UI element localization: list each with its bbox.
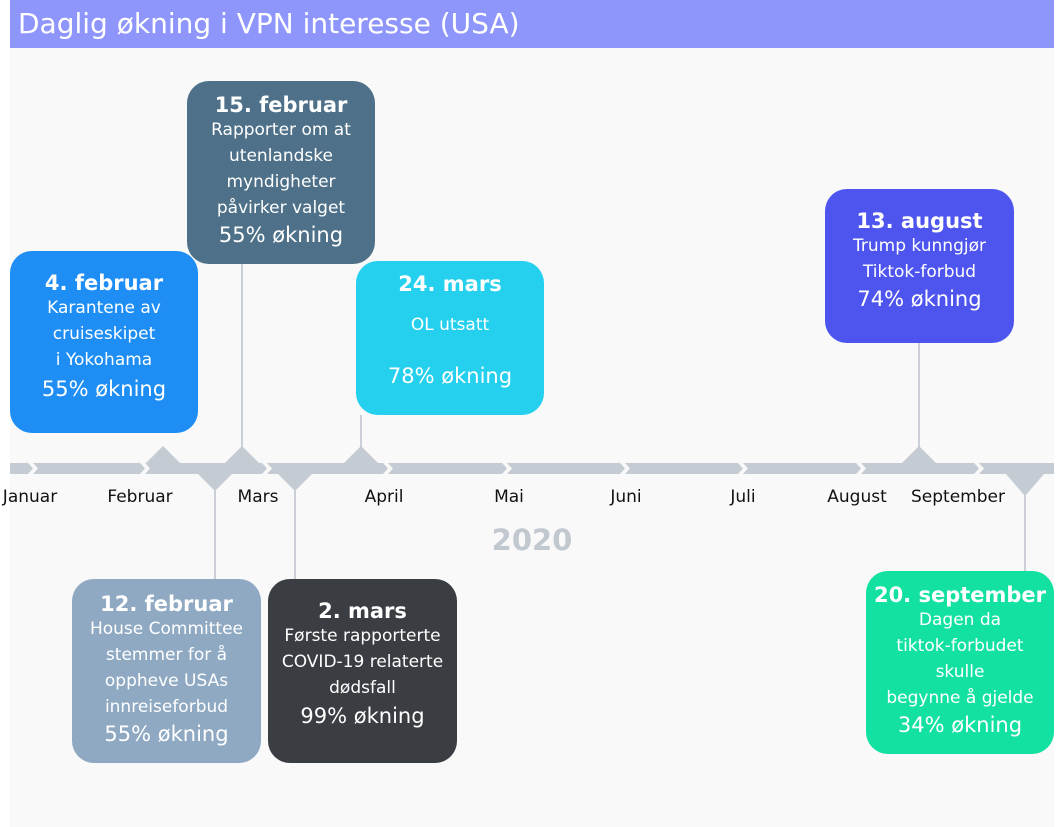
page-title: Daglig økning i VPN interesse (USA) <box>18 7 520 40</box>
event-description: Rapporter om at utenlandske myndigheter … <box>211 120 351 218</box>
event-description: Karantene av cruiseskipet i Yokohama <box>47 298 161 370</box>
year-label: 2020 <box>491 523 573 557</box>
month-label: Mai <box>494 487 524 507</box>
month-label: Juli <box>730 487 756 507</box>
event-marker <box>902 446 936 463</box>
event-description: Dagen da tiktok-forbudet skulle begynne … <box>886 610 1034 708</box>
event-card-15-februar: 15. februar Rapporter om at utenlandske … <box>187 81 375 264</box>
event-marker <box>278 474 312 491</box>
event-increase: 99% økning <box>300 704 425 728</box>
event-date: 20. september <box>873 583 1047 607</box>
event-date: 2. mars <box>318 599 407 623</box>
event-date: 12. februar <box>100 592 233 616</box>
month-label: September <box>911 487 1005 507</box>
event-date: 4. februar <box>44 271 164 295</box>
event-marker <box>1006 474 1044 496</box>
event-marker <box>198 474 232 491</box>
event-marker <box>146 446 180 463</box>
event-card-12-februar: 12. februar House Committee stemmer for … <box>72 579 261 763</box>
event-description: OL utsatt <box>410 315 490 335</box>
month-label: Februar <box>107 487 173 507</box>
event-increase: 78% økning <box>387 364 513 388</box>
event-date: 13. august <box>856 209 983 233</box>
month-label: Juni <box>610 487 642 507</box>
event-date: 15. februar <box>214 93 348 117</box>
event-increase: 74% økning <box>857 287 982 311</box>
event-description: Trump kunngjør Tiktok-forbud <box>853 236 986 282</box>
event-card-2-mars: 2. mars Første rapporterte COVID-19 rela… <box>268 579 457 763</box>
month-label: August <box>827 487 887 507</box>
event-description: House Committee stemmer for å oppheve US… <box>89 619 244 717</box>
event-card-20-september: 20. september Dagen da tiktok-forbudet s… <box>866 571 1054 754</box>
event-date: 24. mars <box>398 272 502 296</box>
event-increase: 34% økning <box>897 713 1023 737</box>
month-label: April <box>364 487 404 507</box>
event-card-24-mars: 24. mars OL utsatt 78% økning <box>356 261 544 415</box>
axis-band <box>10 463 1054 474</box>
month-label: Mars <box>237 487 279 507</box>
event-increase: 55% økning <box>104 722 229 746</box>
event-card-4-februar: 4. februar Karantene av cruiseskipet i Y… <box>10 251 198 433</box>
event-card-13-august: 13. august Trump kunngjør Tiktok-forbud … <box>825 189 1014 343</box>
event-increase: 55% økning <box>218 223 344 247</box>
event-marker <box>344 446 378 463</box>
title-bar <box>10 0 1054 48</box>
event-marker <box>225 446 259 463</box>
event-increase: 55% økning <box>41 377 167 401</box>
event-description: Første rapporterte COVID-19 relaterte dø… <box>281 626 444 698</box>
month-label: Januar <box>2 487 58 507</box>
